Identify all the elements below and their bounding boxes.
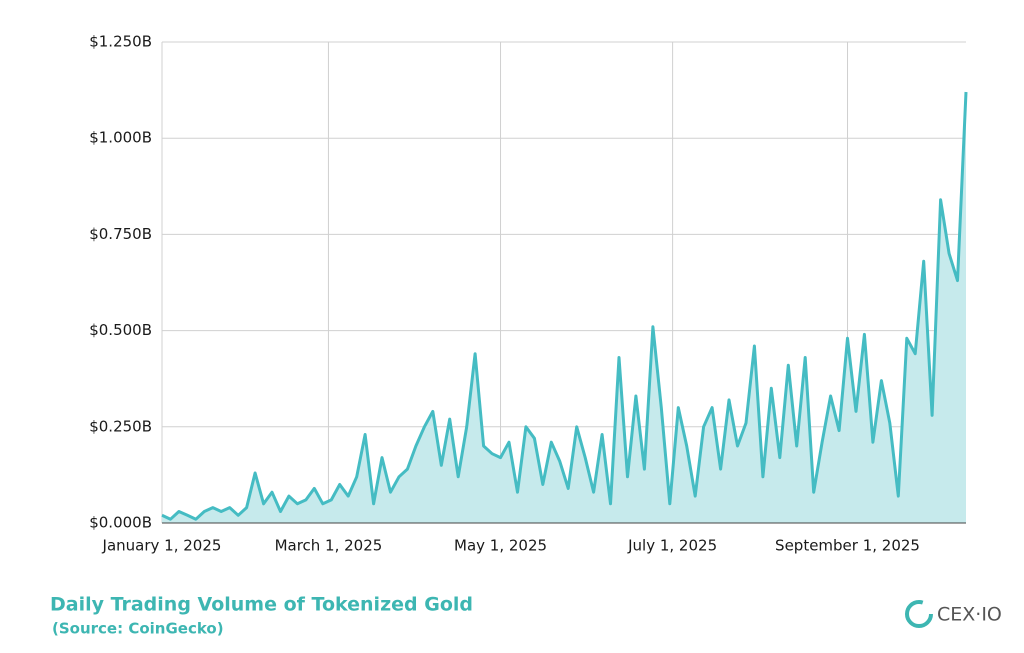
- plot: [161, 91, 968, 523]
- y-tick-label: $0.750B: [89, 225, 152, 243]
- y-tick-label: $0.250B: [89, 417, 152, 435]
- line: [161, 91, 968, 521]
- x-tick-label: March 1, 2025: [275, 537, 383, 555]
- x-tick-label: January 1, 2025: [102, 537, 222, 555]
- y-tick-label: $1.000B: [89, 129, 152, 147]
- chart-title: Daily Trading Volume of Tokenized Gold: [50, 594, 473, 616]
- x-tick-label: September 1, 2025: [775, 537, 920, 555]
- y-tick-label: $1.250B: [89, 33, 152, 51]
- y-tick-label: $0.500B: [89, 321, 152, 339]
- area: [162, 92, 966, 523]
- brand-name: CEX·IO: [937, 604, 1002, 626]
- x-tick-label: July 1, 2025: [627, 537, 717, 555]
- x-tick-label: May 1, 2025: [454, 537, 547, 555]
- logo-mark: [905, 600, 933, 628]
- y-tick-label: $0.000B: [89, 514, 152, 532]
- ticks: $0.000B $0.250B $0.500B $0.750B $1.000B $1.25…: [89, 33, 966, 555]
- brand-logo: CEX·IO: [905, 600, 1002, 628]
- grid: [161, 41, 966, 524]
- chart-subtitle: (Source: CoinGecko): [52, 620, 224, 638]
